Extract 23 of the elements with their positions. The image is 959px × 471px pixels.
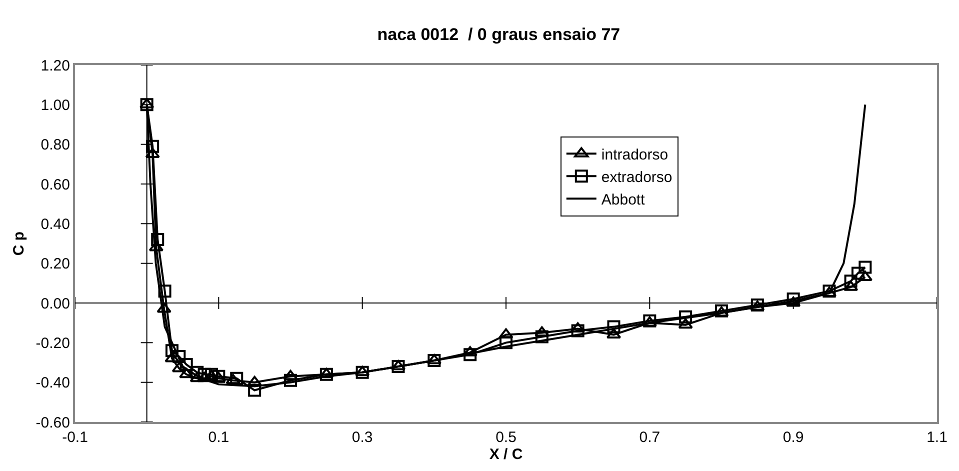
chart-title: naca 0012 / 0 graus ensaio 77	[377, 25, 620, 44]
x-tick-label: 0.5	[496, 429, 516, 446]
x-tick-label: 0.9	[782, 429, 804, 446]
x-axis-title: X / C	[489, 446, 523, 463]
y-tick-label: 0.60	[40, 176, 70, 194]
legend-label: intradorso	[601, 146, 668, 164]
y-tick-label: 1.20	[40, 57, 70, 74]
y-tick-label: -0.40	[36, 374, 70, 392]
x-tick-label: 0.3	[352, 429, 373, 446]
legend-label: Abbott	[601, 192, 646, 208]
y-tick-label: 1.00	[40, 96, 70, 114]
x-tick-label: -0.1	[62, 429, 88, 446]
y-tick-label: -0.20	[36, 334, 70, 352]
y-axis-title: C p	[10, 231, 28, 256]
x-tick-label: 0.7	[639, 429, 660, 446]
y-tick-label: 0.00	[40, 295, 70, 312]
y-tick-label: -0.60	[36, 414, 70, 432]
x-tick-label: 1.1	[926, 429, 948, 446]
legend-label: extradorso	[601, 169, 672, 186]
y-tick-label: 0.20	[40, 256, 70, 273]
y-tick-label: 0.40	[40, 216, 70, 233]
y-tick-label: 0.80	[40, 136, 70, 154]
x-tick-label: 0.1	[208, 429, 230, 446]
